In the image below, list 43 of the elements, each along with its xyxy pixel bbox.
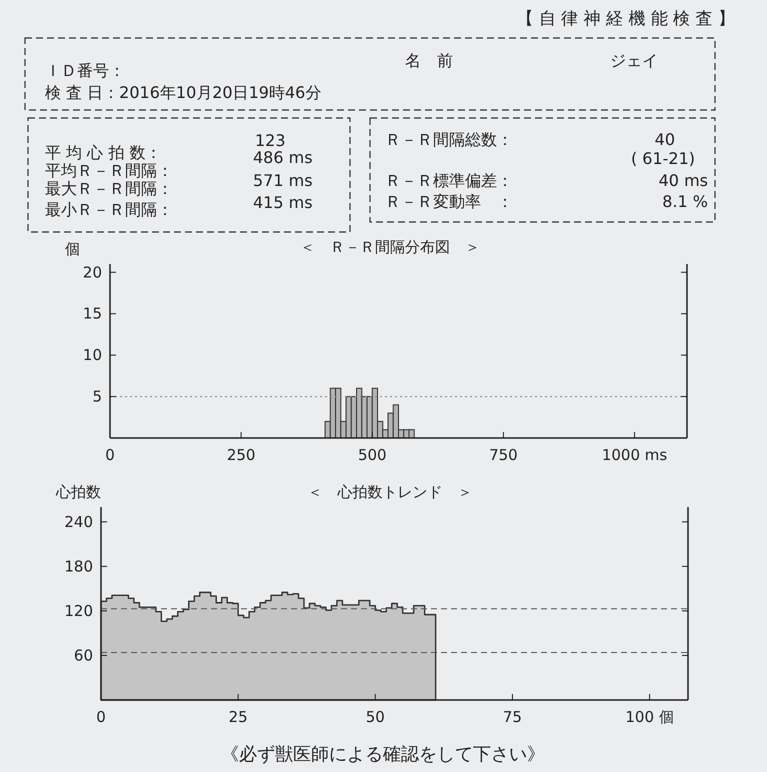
text: 検 査 日：2016年10月20日19時46分 — [45, 83, 322, 102]
text: 《必ず獣医師による確認をして下さい》 — [221, 744, 545, 765]
x-tick-label: 1000 ms — [602, 446, 668, 464]
x-tick-label: 75 — [502, 708, 522, 726]
y-tick-label: 120 — [64, 602, 93, 620]
text: 8.1 % — [662, 192, 708, 211]
text: ジェイ — [610, 51, 658, 70]
x-tick-label: 100 個 — [625, 708, 674, 726]
text: Ｒ－Ｒ標準偏差： — [385, 171, 513, 190]
text: 123 — [255, 131, 286, 150]
text: ( 61-21) — [630, 149, 695, 168]
text: 415 ms — [253, 193, 313, 212]
y-tick-label: 5 — [92, 388, 102, 406]
y-tick-label: 20 — [82, 263, 102, 282]
text: 平 均 心 拍 数： — [45, 143, 162, 162]
text: 最小Ｒ－Ｒ間隔： — [45, 200, 173, 219]
text: Ｒ－Ｒ変動率 ： — [385, 192, 513, 211]
text: 平均Ｒ－Ｒ間隔： — [45, 161, 173, 180]
y-axis-title: 個 — [65, 240, 80, 258]
y-tick-label: 60 — [74, 646, 93, 664]
y-tick-label: 240 — [64, 512, 93, 531]
y-tick-label: 180 — [64, 557, 93, 576]
y-tick-label: 10 — [82, 346, 102, 364]
text: ＩＤ番号： — [45, 61, 125, 80]
text: 最大Ｒ－Ｒ間隔： — [45, 179, 173, 198]
y-tick-label: 15 — [82, 304, 102, 323]
y-axis-title: 心拍数 — [55, 483, 101, 501]
text: 40 ms — [658, 171, 708, 190]
x-tick-label: 750 — [489, 446, 518, 464]
x-tick-label: 250 — [226, 446, 256, 464]
text: 【 自 律 神 経 機 能 検 査 】 — [516, 9, 735, 29]
text: 40 — [654, 130, 675, 149]
x-tick-label: 0 — [96, 708, 106, 726]
x-tick-label: 50 — [366, 708, 385, 726]
text: 486 ms — [253, 148, 313, 167]
chart-title: ＜ 心拍数トレンド ＞ — [308, 483, 472, 501]
text: 名 前 — [405, 51, 453, 70]
text: Ｒ－Ｒ間隔総数： — [385, 130, 513, 149]
x-tick-label: 500 — [358, 446, 387, 464]
x-tick-label: 25 — [228, 708, 248, 726]
text: 571 ms — [253, 171, 313, 190]
x-tick-label: 0 — [105, 446, 115, 464]
chart-title: ＜ Ｒ－Ｒ間隔分布図 ＞ — [300, 238, 480, 256]
